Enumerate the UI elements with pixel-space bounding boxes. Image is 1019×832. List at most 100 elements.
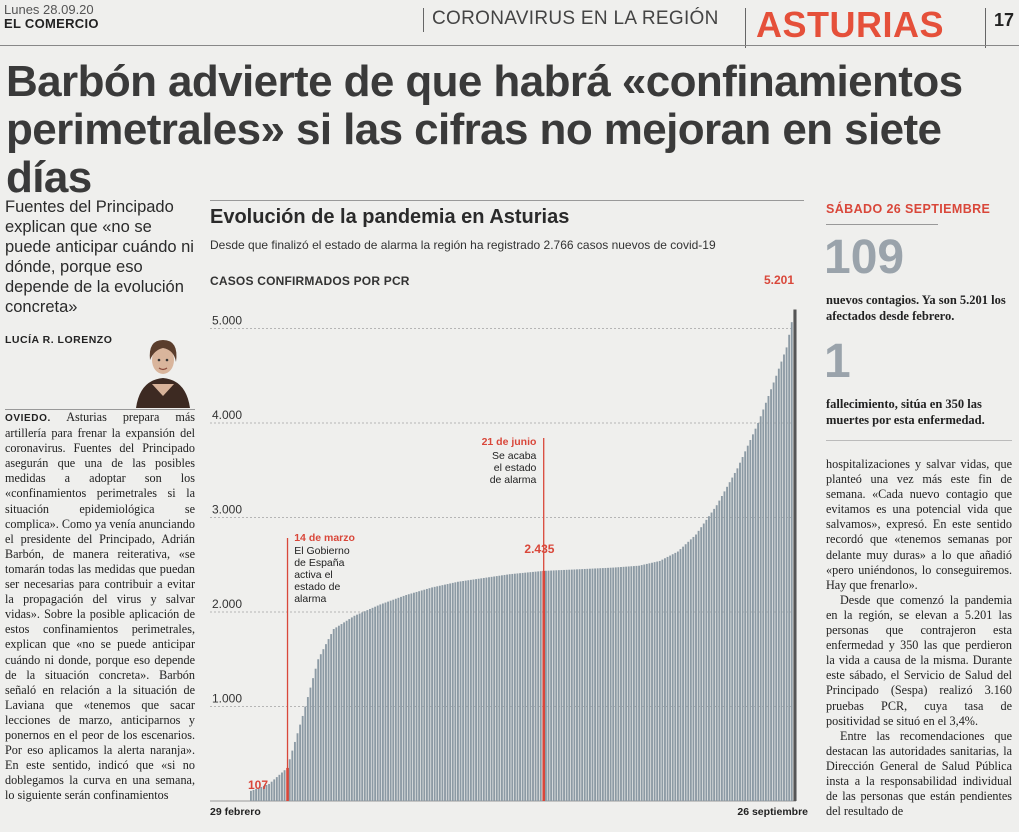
bar [449,583,452,801]
bar [436,586,439,801]
new-cases-text: nuevos contagios. Ya son 5.201 los afect… [826,293,1006,323]
ytick-label: 2.000 [212,597,242,611]
bar [658,560,661,801]
bar [635,565,638,801]
bar [516,573,519,801]
bar [565,569,568,801]
bar [570,569,573,801]
bar [648,563,651,801]
bar [293,741,296,801]
bar [697,530,700,801]
ytick-label: 4.000 [212,408,242,422]
issue-date: Lunes 28.09.20 [4,2,94,17]
bar [762,409,765,801]
bar [384,602,387,801]
bar [363,611,366,801]
bar [576,569,578,801]
bar [330,634,333,801]
deaths-text: fallecimiento, sitúa en 350 las muertes … [826,397,985,427]
bar [374,606,377,801]
bar [772,382,775,801]
bar [790,322,793,801]
bar [777,368,780,801]
region-title: ASTURIAS [756,4,945,45]
bar [387,601,390,801]
bar [467,580,470,801]
bar [281,772,283,801]
bar [345,620,348,801]
annotation-text: de España [294,557,344,569]
bar [568,569,571,801]
bar [423,589,426,801]
bar [550,570,553,801]
bar [733,472,736,801]
bar [389,600,392,801]
bar [630,566,633,801]
bar-final [793,309,797,801]
chart-title: Evolución de la pandemia en Asturias [210,206,570,228]
bar [257,787,260,801]
bar [441,585,444,801]
bar [669,555,672,801]
bar [687,541,690,801]
bar [749,440,752,801]
bar [679,549,682,801]
bar [369,608,371,801]
bar [348,619,351,801]
bar [278,774,281,801]
body-paragraph: Desde que comenzó la pandemia en la regi… [826,592,1012,728]
bar [270,781,273,801]
bar [539,571,542,801]
bar [405,594,408,801]
bar [350,617,353,801]
bar [260,786,263,801]
bar [713,508,716,801]
bar [689,539,692,801]
bar [410,593,413,801]
header-rule [0,45,1019,46]
bar [488,577,490,801]
bar [332,629,335,801]
chart-ytick-labels: 5.000 4.000 3.000 2.000 1.000 [212,314,242,706]
column-rule [5,409,195,410]
dateline-city: OVIEDO. [5,413,51,424]
bar [459,581,462,801]
bar [547,570,550,801]
bar [356,614,358,801]
bar [586,568,589,801]
bar [651,562,653,801]
bar [262,785,265,801]
bar [736,468,739,801]
bar [560,570,563,801]
bar [731,477,734,801]
header-divider [985,8,986,48]
bar [666,556,669,801]
bar [524,572,527,801]
bar [529,572,532,801]
bar [291,750,294,801]
bar [495,576,498,801]
bar [301,715,304,801]
bar [358,613,361,801]
header-divider [423,8,424,32]
bar [521,572,524,801]
bar [490,576,493,801]
bar [591,568,594,801]
bar [552,570,555,801]
bar [526,572,529,801]
body-paragraph: hospitalizaciones y salvar vidas, que pl… [826,457,1012,592]
data-label-mid: 2.435 [524,542,554,556]
bar [759,416,762,801]
bar [317,659,320,801]
header-divider [745,8,746,48]
bar [627,566,630,801]
bar [335,627,338,801]
bar [402,595,405,801]
bar [340,624,343,801]
bar [275,777,278,801]
body-text: Asturias prepara más artillería para fre… [5,410,195,803]
bar [451,582,454,801]
bar [418,591,421,801]
bar [728,482,731,801]
